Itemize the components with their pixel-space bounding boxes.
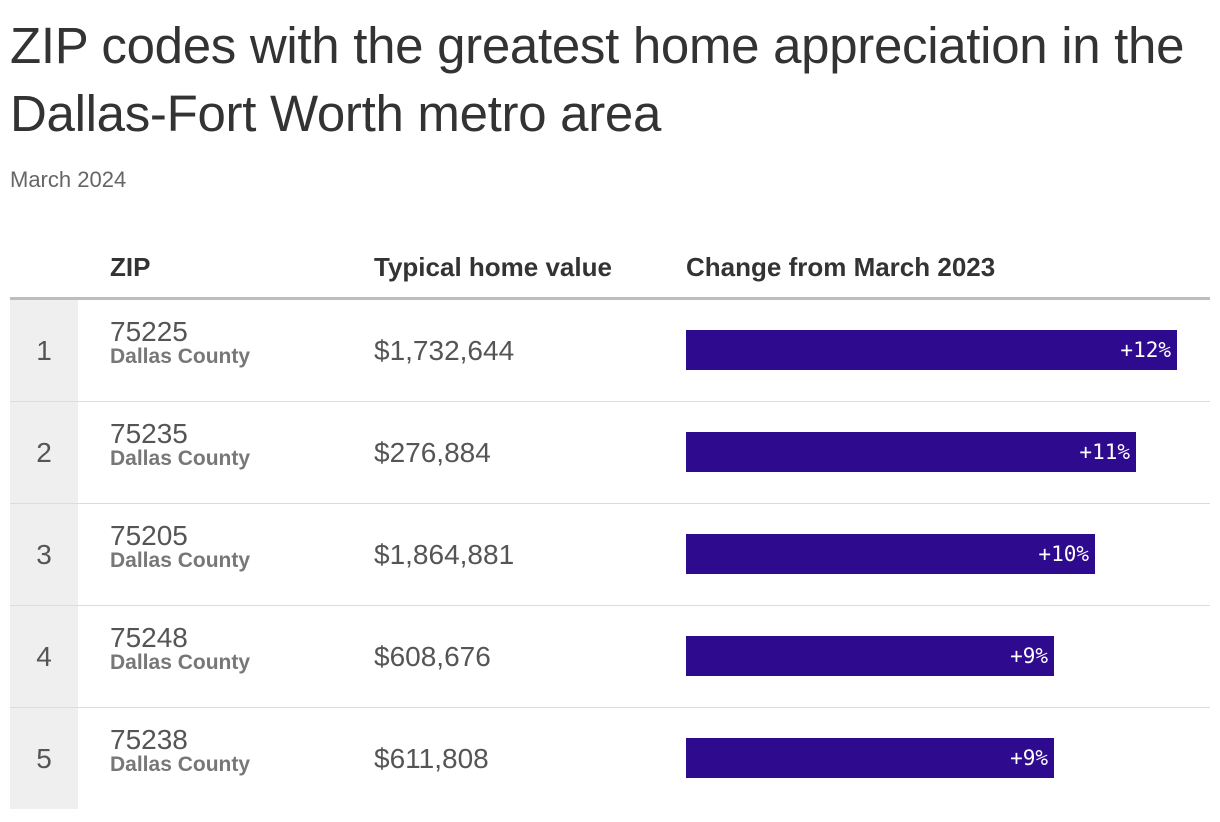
county-name: Dallas County bbox=[110, 651, 251, 674]
header-typical-home-value: Typical home value bbox=[374, 252, 612, 282]
bar-data-label: +9% bbox=[1010, 746, 1048, 770]
rank-cell: 1 bbox=[10, 300, 78, 401]
change-bar: +11% bbox=[686, 432, 1136, 472]
table-row: 2 75235 Dallas County $276,884 +11% bbox=[10, 402, 1210, 504]
bar-data-label: +9% bbox=[1010, 644, 1048, 668]
zip-code: 75238 bbox=[110, 724, 188, 755]
rank-number: 5 bbox=[36, 742, 52, 774]
zip-code: 75225 bbox=[110, 316, 188, 347]
table-header-row: ZIP Typical home value Change from March… bbox=[10, 232, 1210, 300]
zip-block: 75235 Dallas County bbox=[110, 420, 250, 470]
data-table: ZIP Typical home value Change from March… bbox=[10, 232, 1210, 809]
rank-cell: 3 bbox=[10, 504, 78, 605]
rank-number: 4 bbox=[36, 640, 52, 672]
zip-block: 75205 Dallas County bbox=[110, 522, 250, 572]
header-change: Change from March 2023 bbox=[686, 252, 996, 282]
rank-cell: 5 bbox=[10, 708, 78, 809]
table-row: 4 75248 Dallas County $608,676 +9% bbox=[10, 606, 1210, 708]
zip-block: 75248 Dallas County bbox=[110, 624, 250, 674]
typical-home-value: $611,808 bbox=[374, 743, 489, 774]
change-bar: +10% bbox=[686, 534, 1095, 574]
change-bar: +12% bbox=[686, 330, 1177, 370]
table-row: 3 75205 Dallas County $1,864,881 +10% bbox=[10, 504, 1210, 606]
rank-number: 1 bbox=[36, 334, 52, 366]
typical-home-value: $276,884 bbox=[374, 437, 491, 468]
bar-data-label: +11% bbox=[1079, 440, 1130, 464]
bar-track: +9% bbox=[686, 738, 1210, 778]
bar-track: +12% bbox=[686, 330, 1210, 370]
chart-subtitle: March 2024 bbox=[10, 167, 127, 192]
typical-home-value: $1,864,881 bbox=[374, 539, 515, 570]
rank-cell: 2 bbox=[10, 402, 78, 503]
county-name: Dallas County bbox=[110, 345, 251, 368]
zip-block: 75225 Dallas County bbox=[110, 318, 250, 368]
zip-block: 75238 Dallas County bbox=[110, 726, 250, 776]
bar-track: +11% bbox=[686, 432, 1210, 472]
header-zip: ZIP bbox=[110, 252, 151, 282]
bar-data-label: +10% bbox=[1038, 542, 1089, 566]
county-name: Dallas County bbox=[110, 447, 251, 470]
zip-code: 75248 bbox=[110, 622, 188, 653]
zip-code: 75205 bbox=[110, 520, 188, 551]
rank-number: 2 bbox=[36, 436, 52, 468]
table-row: 1 75225 Dallas County $1,732,644 +12% bbox=[10, 300, 1210, 402]
table-body: 1 75225 Dallas County $1,732,644 +12% 2 75235 D… bbox=[10, 300, 1210, 809]
bar-track: +9% bbox=[686, 636, 1210, 676]
county-name: Dallas County bbox=[110, 549, 251, 572]
zip-code: 75235 bbox=[110, 418, 188, 449]
bar-track: +10% bbox=[686, 534, 1210, 574]
typical-home-value: $608,676 bbox=[374, 641, 491, 672]
table-row: 5 75238 Dallas County $611,808 +9% bbox=[10, 708, 1210, 809]
change-bar: +9% bbox=[686, 738, 1054, 778]
rank-cell: 4 bbox=[10, 606, 78, 707]
bar-data-label: +12% bbox=[1120, 338, 1171, 362]
chart-title: ZIP codes with the greatest home appreci… bbox=[10, 17, 1185, 142]
typical-home-value: $1,732,644 bbox=[374, 335, 515, 366]
rank-number: 3 bbox=[36, 538, 52, 570]
county-name: Dallas County bbox=[110, 753, 251, 776]
change-bar: +9% bbox=[686, 636, 1054, 676]
